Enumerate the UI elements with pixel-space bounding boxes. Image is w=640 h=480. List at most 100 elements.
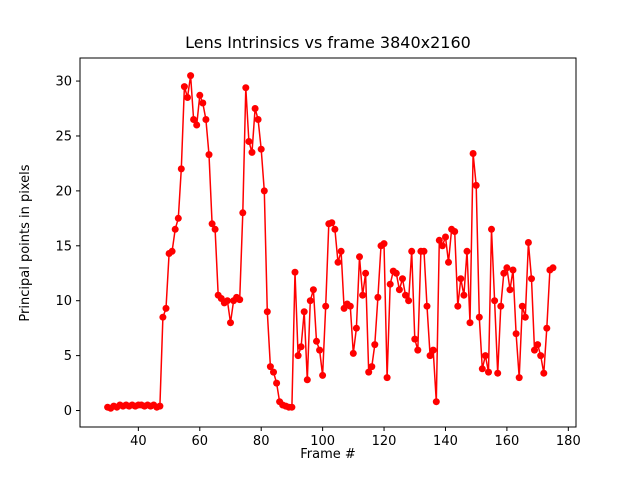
data-point: [174, 214, 182, 222]
data-point: [524, 239, 532, 246]
data-point: [518, 302, 526, 310]
data-point: [316, 346, 324, 354]
data-point: [300, 308, 308, 316]
data-point: [180, 83, 188, 91]
data-point: [528, 275, 535, 283]
data-point: [328, 219, 336, 227]
x-tick-label: 120: [372, 434, 397, 449]
data-point: [494, 369, 502, 377]
data-point: [199, 99, 207, 107]
data-point: [346, 302, 354, 310]
data-point: [509, 266, 517, 274]
data-point: [414, 346, 422, 354]
data-point: [156, 402, 164, 410]
data-point: [537, 352, 545, 360]
data-point: [319, 371, 327, 379]
data-point: [303, 376, 311, 384]
data-point: [442, 233, 449, 241]
data-point: [349, 349, 357, 357]
data-point: [331, 225, 339, 233]
y-tick-label: 0: [64, 404, 72, 419]
data-point: [196, 91, 204, 99]
y-tick-label: 30: [55, 75, 72, 90]
data-point: [395, 286, 403, 294]
y-tick-label: 20: [55, 184, 72, 199]
data-point: [512, 330, 520, 338]
data-point: [466, 319, 474, 327]
data-point: [162, 304, 170, 312]
data-point: [159, 313, 167, 321]
data-point: [491, 297, 499, 305]
data-point: [485, 368, 492, 376]
data-point: [405, 297, 413, 305]
y-tick-label: 10: [55, 294, 72, 309]
data-point: [445, 258, 452, 266]
data-point: [481, 352, 489, 360]
data-point: [543, 324, 551, 332]
data-point: [423, 302, 431, 310]
data-point: [202, 116, 210, 123]
data-point: [211, 225, 219, 233]
x-tick-label: 180: [556, 434, 581, 449]
data-point: [521, 313, 529, 321]
x-axis-label: Frame #: [300, 447, 356, 462]
data-point: [534, 341, 542, 349]
data-point: [426, 352, 434, 360]
data-point: [454, 302, 462, 310]
data-point: [371, 341, 379, 349]
data-point: [549, 264, 557, 272]
data-point: [472, 181, 480, 189]
x-tick-label: 80: [253, 434, 270, 449]
data-point: [187, 72, 195, 80]
data-point: [337, 247, 345, 255]
data-point: [359, 291, 367, 299]
data-point: [374, 293, 382, 301]
data-point: [273, 379, 281, 387]
data-point: [168, 247, 176, 255]
y-axis-label: Principal points in pixels: [18, 164, 33, 322]
data-point: [469, 150, 477, 157]
data-point: [457, 275, 465, 283]
data-point: [257, 145, 265, 153]
data-point: [297, 343, 305, 351]
data-point: [223, 297, 231, 305]
data-point: [392, 269, 400, 277]
data-point: [322, 302, 330, 310]
data-point: [411, 335, 419, 343]
data-point: [540, 369, 548, 377]
data-point: [399, 275, 406, 283]
axes-spines: [79, 57, 577, 428]
data-point: [291, 268, 299, 276]
data-point: [270, 368, 277, 376]
data-point: [402, 291, 409, 299]
data-point: [236, 296, 244, 304]
data-point: [531, 346, 538, 354]
data-point: [309, 286, 317, 294]
data-point: [497, 302, 505, 310]
data-point: [208, 220, 216, 228]
data-point: [227, 319, 234, 327]
data-point: [429, 346, 437, 354]
data-point: [177, 165, 185, 173]
data-point: [242, 84, 250, 92]
data-point: [383, 374, 391, 382]
data-point: [190, 116, 198, 123]
y-tick-label: 25: [55, 129, 72, 144]
data-point: [251, 105, 259, 112]
data-point: [313, 337, 320, 345]
data-point: [438, 242, 446, 250]
data-point: [386, 280, 394, 288]
data-point: [368, 363, 376, 371]
x-tick-label: 60: [192, 434, 209, 449]
data-point: [356, 253, 363, 261]
x-tick-label: 140: [433, 434, 458, 449]
data-point: [193, 121, 201, 129]
data-point: [463, 247, 471, 255]
data-point: [171, 225, 179, 233]
data-point: [408, 247, 416, 255]
x-tick-label: 100: [310, 434, 335, 449]
data-point: [254, 116, 262, 123]
data-point: [503, 264, 511, 272]
